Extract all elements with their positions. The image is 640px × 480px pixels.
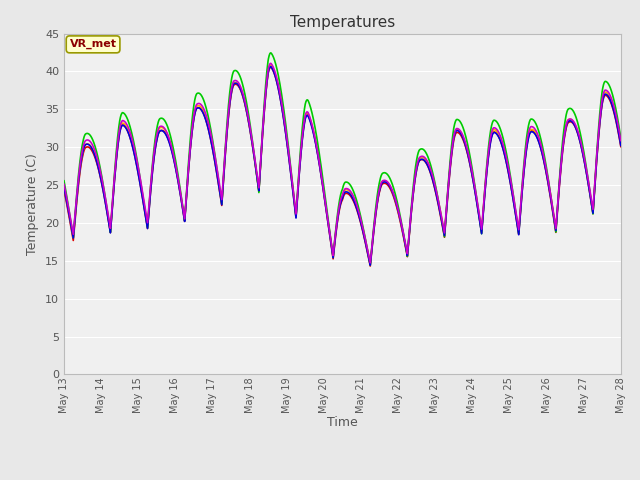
Line: Panel T: Panel T: [64, 67, 621, 266]
AM25T Ref: [267, 50, 275, 56]
Line: Old Ref Temp: Old Ref Temp: [64, 65, 621, 264]
Old Ref Temp: [329, 251, 337, 256]
AM25T Ref: [617, 135, 625, 141]
CNR1 PRT: [329, 250, 337, 256]
CNR1 PRT: [491, 125, 499, 131]
Old Ref Temp: [60, 184, 68, 190]
Panel T: [127, 138, 135, 144]
AM25T Ref: [491, 118, 499, 123]
HMP45 T: [127, 139, 135, 144]
HMP45 T: [329, 252, 337, 258]
HMP45 T: [491, 130, 499, 135]
Y-axis label: Temperature (C): Temperature (C): [26, 153, 40, 255]
Old Ref Temp: [366, 261, 374, 266]
CNR1 PRT: [446, 162, 454, 168]
CNR1 PRT: [247, 130, 255, 135]
AM25T Ref: [446, 157, 454, 163]
X-axis label: Time: Time: [327, 416, 358, 429]
Old Ref Temp: [119, 120, 127, 126]
Line: HMP45 T: HMP45 T: [64, 67, 621, 265]
HMP45 T: [247, 132, 255, 138]
HMP45 T: [446, 164, 454, 170]
CNR1 PRT: [127, 133, 135, 139]
Panel T: [617, 144, 625, 150]
HMP45 T: [366, 262, 374, 268]
Old Ref Temp: [127, 136, 135, 142]
CNR1 PRT: [60, 181, 68, 187]
AM25T Ref: [247, 127, 255, 133]
CNR1 PRT: [267, 60, 275, 66]
Panel T: [247, 132, 255, 138]
Line: AM25T Ref: AM25T Ref: [64, 53, 621, 265]
AM25T Ref: [366, 262, 374, 268]
Old Ref Temp: [617, 140, 625, 146]
Panel T: [446, 166, 454, 172]
Panel T: [60, 187, 68, 193]
Title: Temperatures: Temperatures: [290, 15, 395, 30]
Old Ref Temp: [446, 163, 454, 168]
Line: CNR1 PRT: CNR1 PRT: [64, 63, 621, 263]
Text: VR_met: VR_met: [70, 39, 116, 49]
AM25T Ref: [119, 110, 127, 116]
AM25T Ref: [127, 128, 135, 133]
CNR1 PRT: [119, 118, 127, 123]
Old Ref Temp: [247, 132, 255, 137]
Old Ref Temp: [491, 127, 499, 132]
AM25T Ref: [60, 178, 68, 184]
Panel T: [491, 129, 499, 135]
CNR1 PRT: [366, 260, 374, 266]
Panel T: [329, 253, 337, 259]
Panel T: [267, 64, 275, 70]
HMP45 T: [617, 143, 625, 148]
Panel T: [366, 263, 374, 269]
HMP45 T: [267, 64, 275, 70]
HMP45 T: [119, 122, 127, 128]
Panel T: [119, 122, 127, 128]
AM25T Ref: [329, 252, 337, 257]
CNR1 PRT: [617, 138, 625, 144]
HMP45 T: [60, 185, 68, 191]
Old Ref Temp: [267, 62, 275, 68]
